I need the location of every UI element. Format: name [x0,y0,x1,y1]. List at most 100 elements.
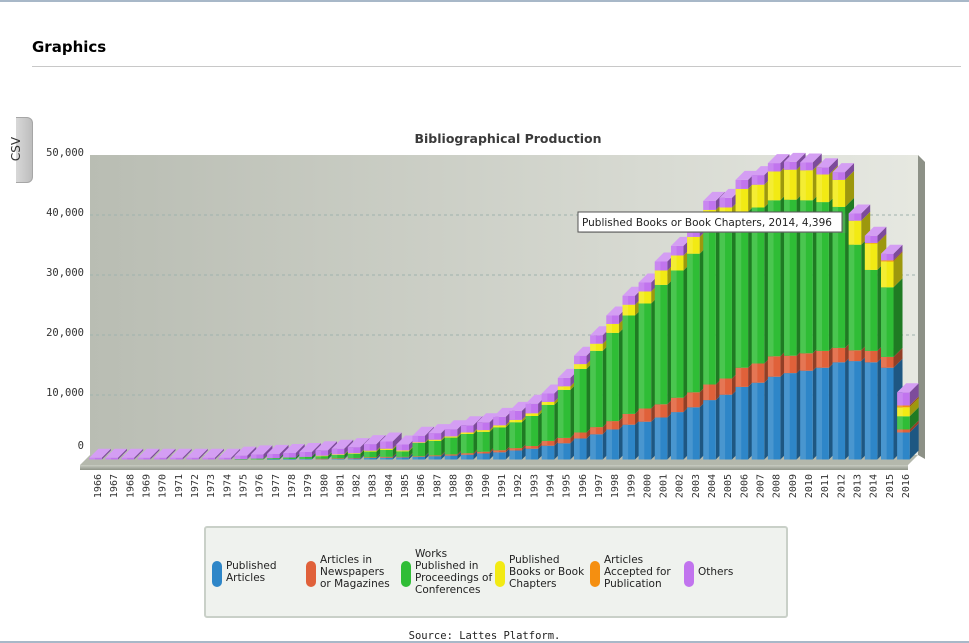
bar-segment[interactable] [509,410,522,420]
bar-segment[interactable] [525,446,539,449]
bar-segment[interactable] [396,457,409,460]
bar-segment[interactable] [363,451,377,458]
bar-segment[interactable] [121,457,135,460]
bar-segment[interactable] [493,450,506,453]
bar-segment[interactable] [767,163,781,172]
bar-segment[interactable] [606,421,619,430]
bar-segment[interactable] [267,459,280,460]
bar-segment[interactable] [525,448,539,460]
bar-segment[interactable] [299,452,312,457]
bar-segment[interactable] [412,456,425,460]
bar-segment[interactable] [444,436,458,438]
bar-segment[interactable] [509,450,522,460]
bar-segment[interactable] [363,457,377,458]
bar-segment[interactable] [703,200,716,210]
bar-segment[interactable] [574,355,587,365]
bar-segment[interactable] [347,453,361,458]
bar-segment[interactable] [509,448,522,451]
bar-segment[interactable] [541,393,555,402]
bar-segment[interactable] [186,457,199,460]
bar-segment[interactable] [234,459,248,460]
bar-segment[interactable] [315,455,329,457]
bar-segment[interactable] [477,451,490,454]
bar-segment[interactable] [137,457,151,460]
bar-segment[interactable] [574,364,587,369]
bar-group-1970[interactable] [153,448,176,460]
bar-segment[interactable] [881,356,894,368]
bar-segment[interactable] [590,335,603,344]
bar-segment[interactable] [428,439,442,441]
bar-segment[interactable] [153,457,167,460]
bar-segment[interactable] [590,427,603,435]
bar-segment[interactable] [331,454,345,455]
bar-segment[interactable] [428,456,442,460]
bar-segment[interactable] [670,245,684,256]
bar-segment[interactable] [315,458,329,460]
bar-segment[interactable] [557,437,571,444]
bar-segment[interactable] [897,407,910,417]
bar-segment[interactable] [412,435,425,443]
bar-segment[interactable] [331,458,345,459]
bar-segment[interactable] [331,448,345,455]
bar-segment[interactable] [315,455,329,459]
bar-segment[interactable] [250,454,264,459]
bar-group-1968[interactable] [121,448,144,460]
bar-segment[interactable] [460,453,474,455]
bar-segment[interactable] [331,455,345,459]
bar-segment[interactable] [396,450,409,452]
bar-segment[interactable] [735,179,749,189]
bar-group-1967[interactable] [105,448,127,460]
bar-segment[interactable] [444,454,458,456]
bar-segment[interactable] [590,343,603,351]
bar-segment[interactable] [622,413,636,425]
bar-segment[interactable] [574,432,587,439]
bar-segment[interactable] [347,447,361,454]
bar-segment[interactable] [719,197,732,208]
bar-segment[interactable] [622,304,636,316]
bar-segment[interactable] [380,457,393,460]
bar-segment[interactable] [412,442,425,443]
bar-segment[interactable] [638,282,652,292]
bar-segment[interactable] [864,235,878,243]
bar-segment[interactable] [751,175,765,185]
bar-segment[interactable] [848,213,862,221]
bar-segment[interactable] [428,455,442,457]
bar-segment[interactable] [428,433,442,440]
bar-group-1974[interactable] [218,448,241,460]
bar-segment[interactable] [864,242,878,244]
bar-segment[interactable] [396,444,409,451]
bar-segment[interactable] [267,453,280,459]
bar-segment[interactable] [622,295,636,305]
bar-segment[interactable] [460,454,474,460]
bar-group-1984[interactable] [380,432,402,460]
bar-segment[interactable] [170,457,183,460]
bar-segment[interactable] [202,457,215,460]
bar-segment[interactable] [444,429,458,437]
csv-export-tab[interactable]: CSV [9,117,33,183]
bar-segment[interactable] [460,425,474,433]
bar-segment[interactable] [493,416,506,426]
bar-segment[interactable] [218,457,232,460]
bar-segment[interactable] [541,401,555,405]
bar-segment[interactable] [848,350,862,362]
bar-segment[interactable] [299,456,312,459]
bar-segment[interactable] [477,430,490,432]
bar-segment[interactable] [89,457,102,460]
bar-segment[interactable] [557,386,571,390]
bar-segment[interactable] [606,323,619,333]
bar-segment[interactable] [315,450,329,456]
bar-segment[interactable] [800,162,813,171]
bar-segment[interactable] [541,440,555,446]
bar-segment[interactable] [283,453,296,458]
bar-segment[interactable] [380,449,393,457]
bar-segment[interactable] [460,432,474,435]
bar-segment[interactable] [864,350,878,363]
bar-segment[interactable] [832,172,846,180]
bar-segment[interactable] [606,315,619,324]
bar-segment[interactable] [412,456,425,457]
bar-segment[interactable] [347,453,361,454]
bar-segment[interactable] [493,425,506,428]
bar-group-2016[interactable] [897,383,919,460]
bar-segment[interactable] [396,456,409,458]
bar-segment[interactable] [380,456,393,458]
